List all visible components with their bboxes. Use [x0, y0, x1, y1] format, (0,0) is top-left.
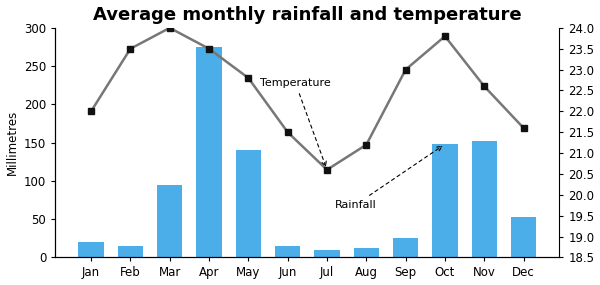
Title: Average monthly rainfall and temperature: Average monthly rainfall and temperature	[93, 5, 521, 24]
Text: Rainfall: Rainfall	[335, 146, 442, 210]
Bar	[393, 238, 418, 257]
Text: Temperature: Temperature	[260, 78, 331, 166]
Bar	[157, 185, 182, 257]
Bar	[472, 141, 497, 257]
Bar	[236, 150, 261, 257]
Y-axis label: Millimetres: Millimetres	[5, 110, 19, 175]
Bar	[118, 246, 143, 257]
Bar	[78, 242, 104, 257]
Bar	[511, 217, 536, 257]
Bar	[196, 47, 222, 257]
Bar	[275, 246, 301, 257]
Bar	[432, 144, 458, 257]
Bar	[314, 250, 340, 257]
Bar	[353, 248, 379, 257]
